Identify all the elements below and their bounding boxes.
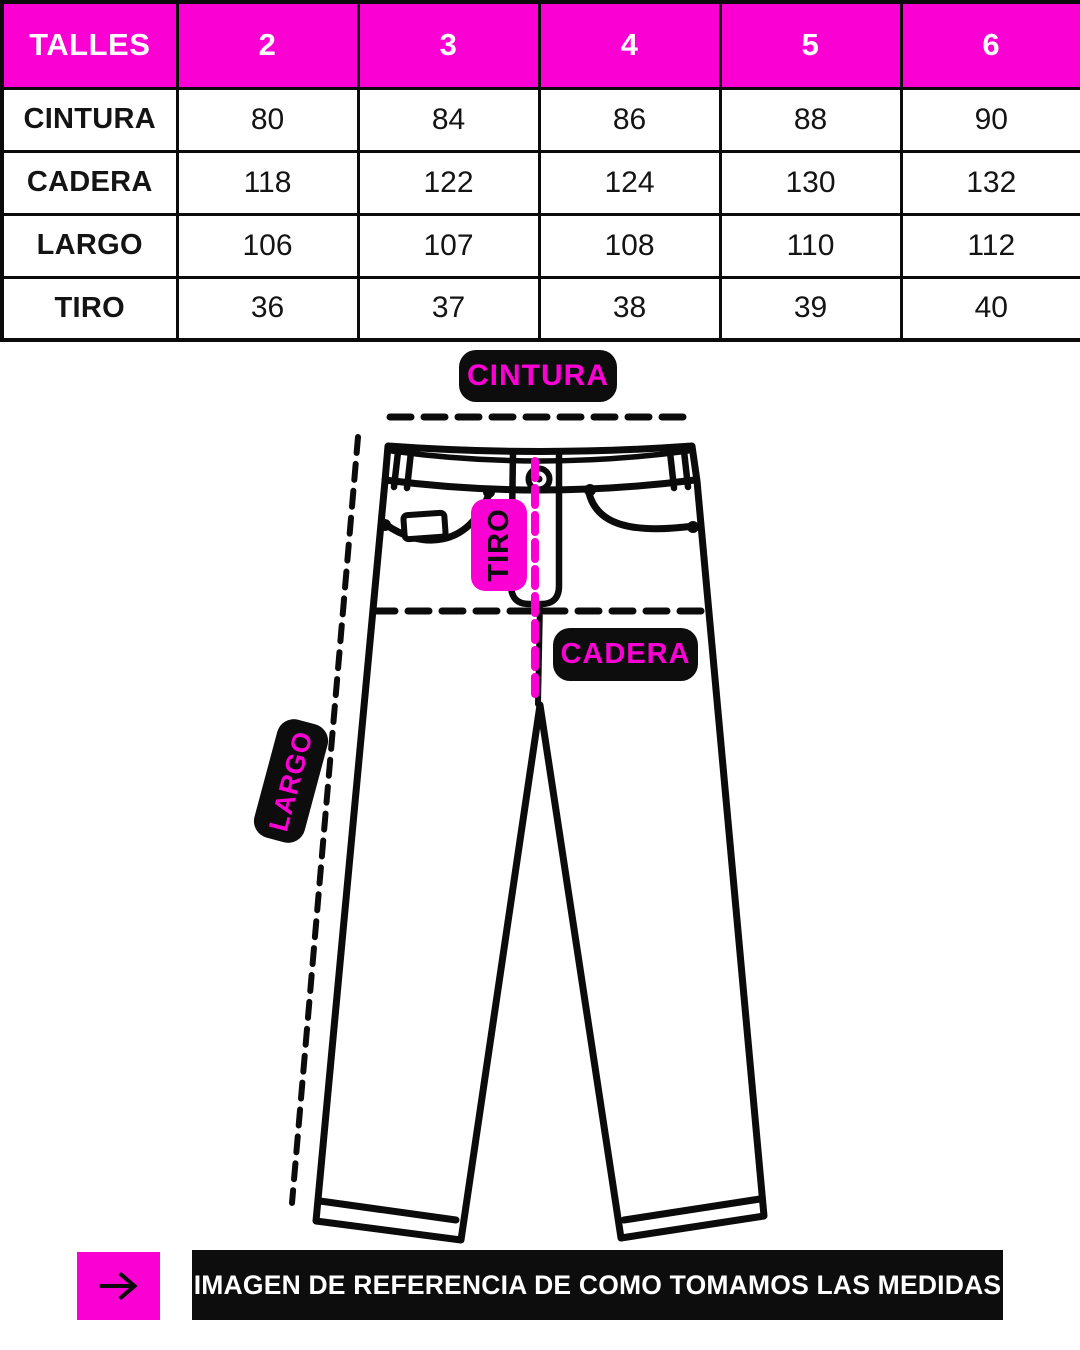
table-row: CINTURA 80 84 86 88 90 xyxy=(0,86,1080,153)
measure-value-cell: 84 xyxy=(356,86,541,153)
measure-label-cell: LARGO xyxy=(0,212,179,279)
measure-value-cell: 108 xyxy=(537,212,722,279)
hem-line-right xyxy=(620,1195,764,1224)
measure-label-cell: TIRO xyxy=(0,275,179,342)
measure-value-cell: 110 xyxy=(718,212,903,279)
measure-value-cell: 107 xyxy=(356,212,541,279)
size-header-cell: 3 xyxy=(356,0,541,90)
table-row: LARGO 106 107 108 110 112 xyxy=(0,212,1080,279)
belt-loop-right xyxy=(666,447,692,492)
measure-value-cell: 39 xyxy=(718,275,903,342)
pocket-curve-right xyxy=(585,489,698,533)
size-header-cell: 2 xyxy=(175,0,360,90)
size-table: TALLES 2 3 4 5 6 CINTURA 80 84 86 88 90 CADERA 118 122… xyxy=(0,0,1080,342)
jeans-silhouette xyxy=(312,442,768,1244)
measure-value-cell: 36 xyxy=(175,275,360,342)
measure-value-cell: 132 xyxy=(899,149,1080,216)
measure-value-cell: 90 xyxy=(899,86,1080,153)
hip-label-pill: CADERA xyxy=(553,628,698,681)
measure-label-cell: CINTURA xyxy=(0,86,179,153)
size-header-cell: 4 xyxy=(537,0,722,90)
size-header-cell: 5 xyxy=(718,0,903,90)
measure-label-cell: CADERA xyxy=(0,149,179,216)
size-header-cell: 6 xyxy=(899,0,1080,90)
footer-note: IMAGEN DE REFERENCIA DE COMO TOMAMOS LAS… xyxy=(192,1250,1003,1320)
talles-header-cell: TALLES xyxy=(0,0,179,90)
measure-value-cell: 118 xyxy=(175,149,360,216)
hem-line-left xyxy=(316,1197,460,1224)
measure-value-cell: 106 xyxy=(175,212,360,279)
measure-value-cell: 112 xyxy=(899,212,1080,279)
measure-value-cell: 88 xyxy=(718,86,903,153)
size-table-body: TALLES 2 3 4 5 6 CINTURA 80 84 86 88 90 CADERA 118 122… xyxy=(0,0,1080,342)
length-dash-line xyxy=(289,434,361,1206)
measure-value-cell: 40 xyxy=(899,275,1080,342)
waistband-inner-curve xyxy=(389,448,691,464)
measure-value-cell: 38 xyxy=(537,275,722,342)
measure-value-cell: 130 xyxy=(718,149,903,216)
measure-value-cell: 124 xyxy=(537,149,722,216)
table-row: TIRO 36 37 38 39 40 xyxy=(0,275,1080,342)
table-row: CADERA 118 122 124 130 132 xyxy=(0,149,1080,216)
belt-loop-left xyxy=(390,448,415,492)
rivet-dots xyxy=(379,484,699,533)
measure-value-cell: 37 xyxy=(356,275,541,342)
measure-value-cell: 122 xyxy=(356,149,541,216)
coin-pocket xyxy=(400,509,449,543)
waist-label-pill: CINTURA xyxy=(459,350,617,402)
arrow-right-icon xyxy=(99,1271,138,1301)
arrow-box xyxy=(77,1252,160,1320)
rise-label-pill: TIRO xyxy=(471,499,527,591)
measure-value-cell: 80 xyxy=(175,86,360,153)
measure-value-cell: 86 xyxy=(537,86,722,153)
table-header-row: TALLES 2 3 4 5 6 xyxy=(0,0,1080,90)
